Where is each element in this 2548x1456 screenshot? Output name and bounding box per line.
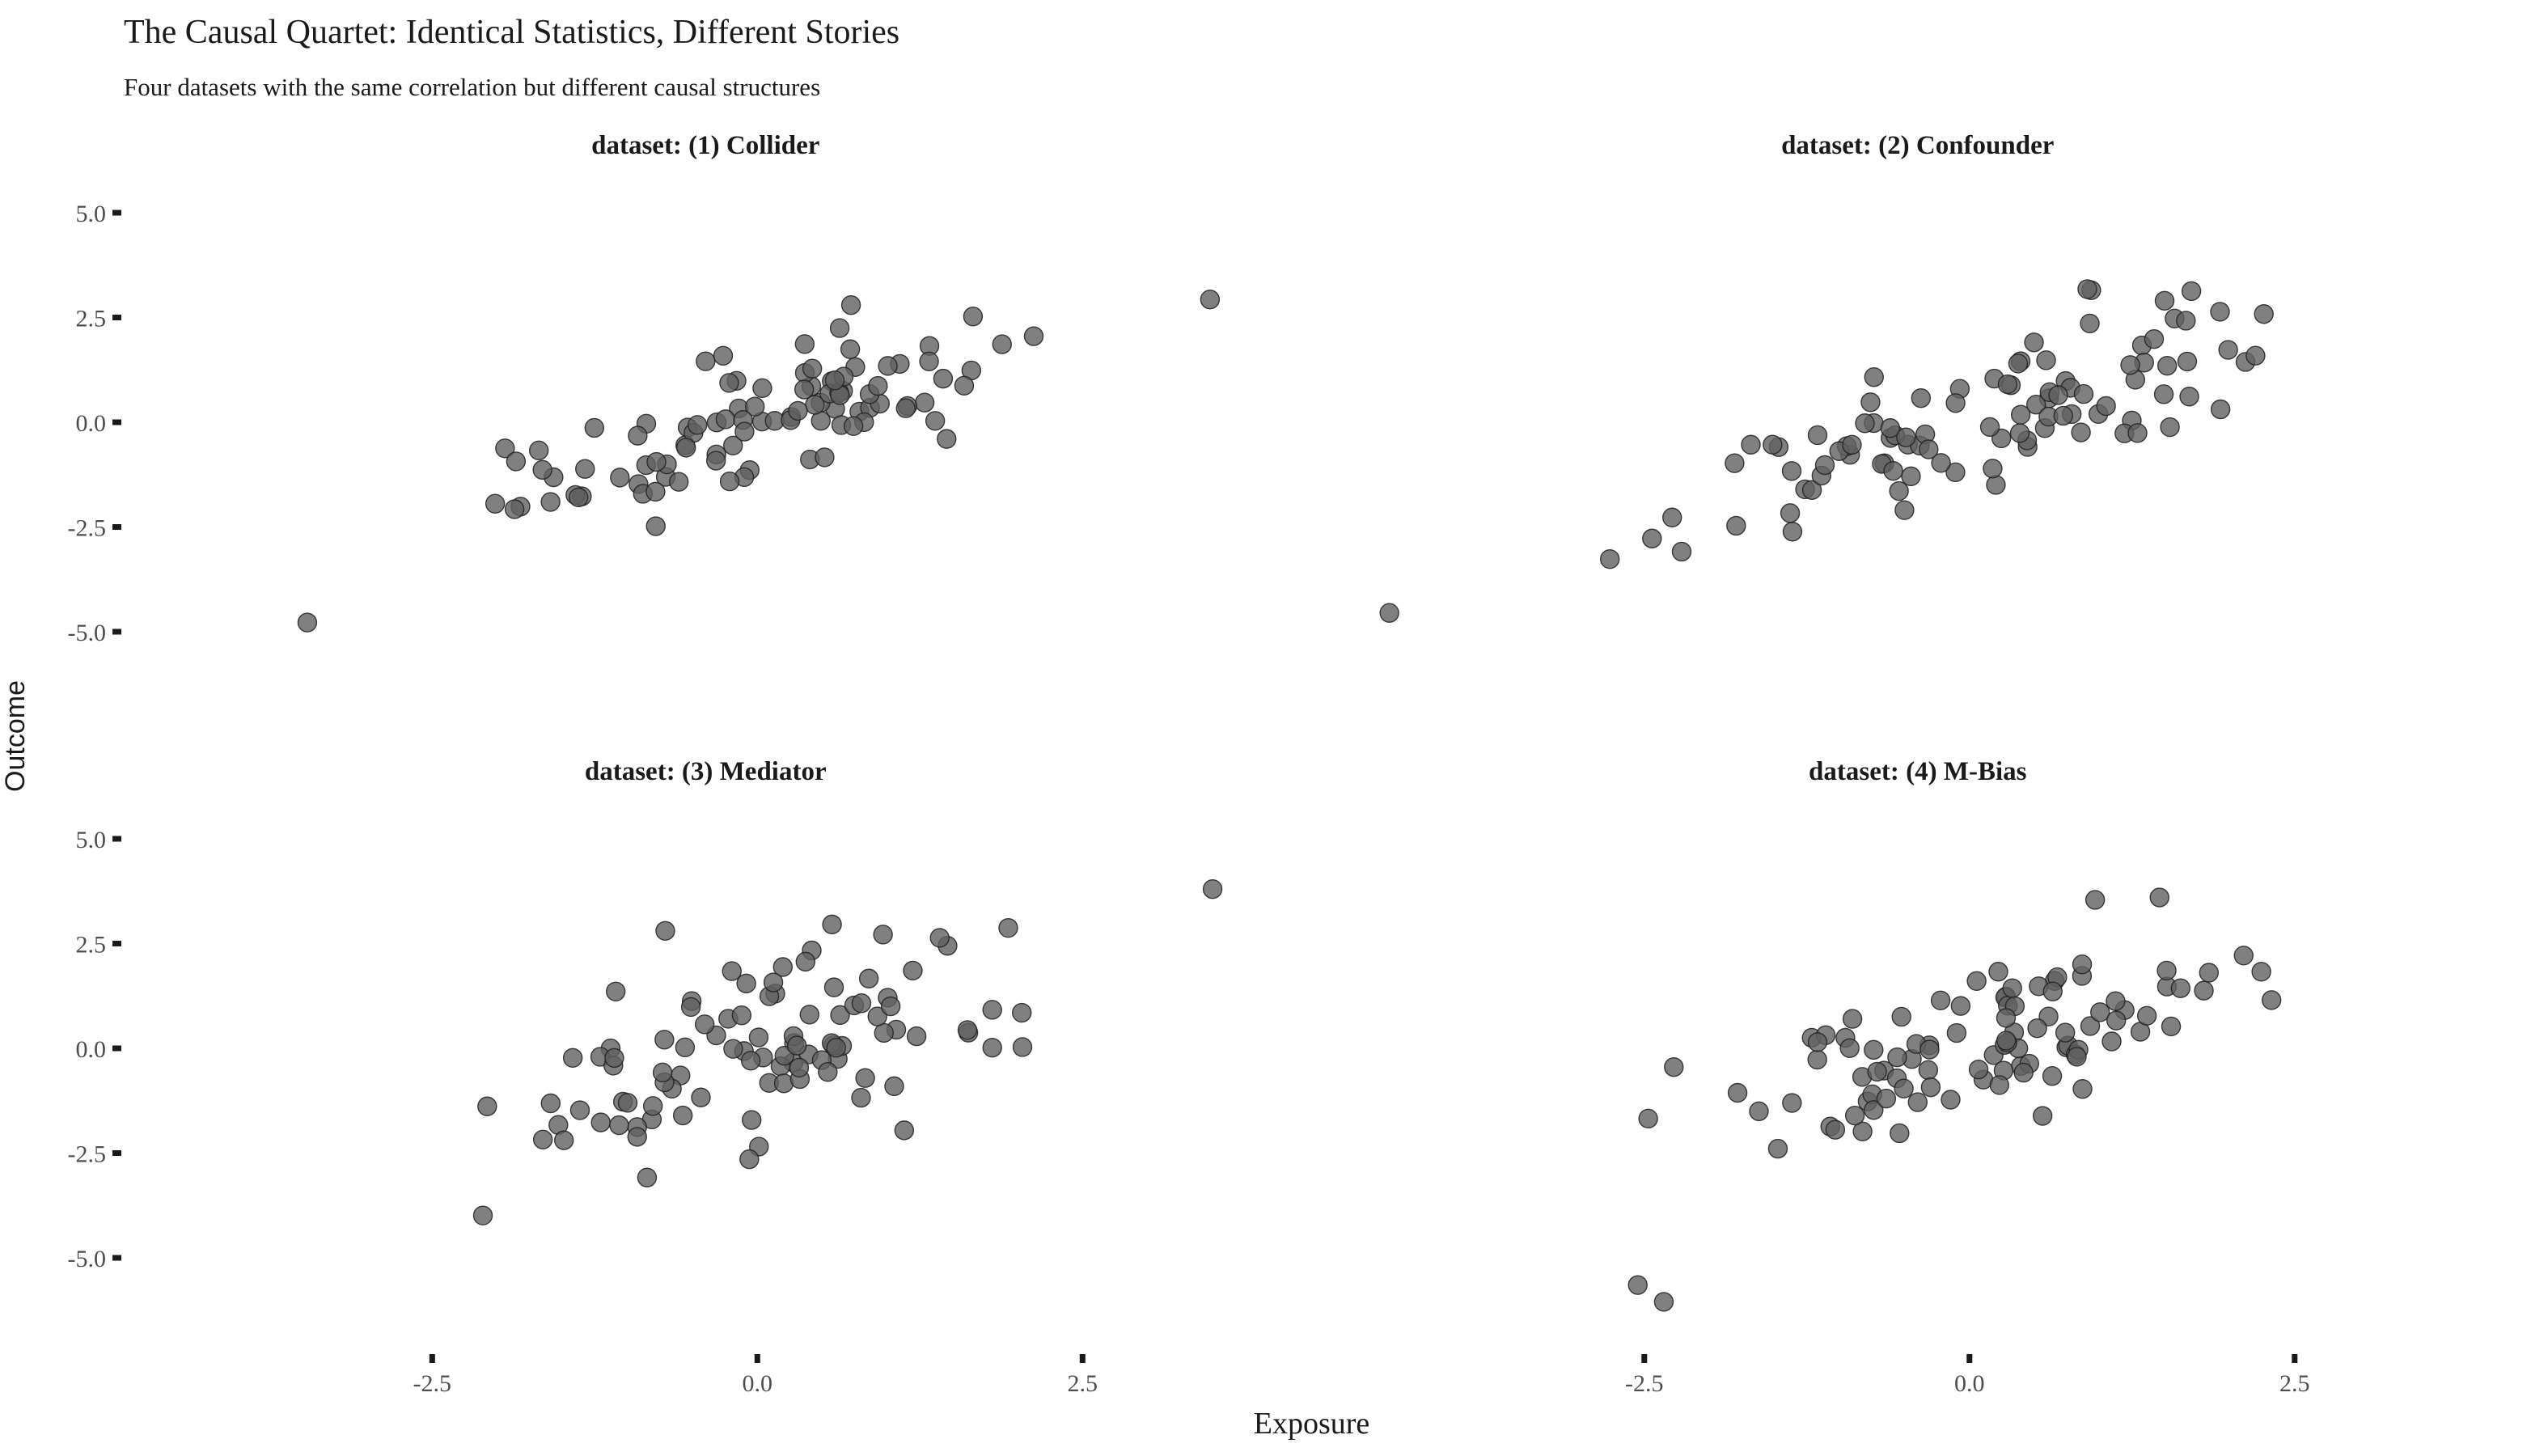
- svg-text:dataset: (2) Confounder: dataset: (2) Confounder: [1781, 131, 2054, 160]
- svg-text:The Causal Quartet: Identical: The Causal Quartet: Identical Statistics…: [124, 14, 899, 51]
- svg-text:Four datasets with the same co: Four datasets with the same correlation …: [124, 73, 820, 101]
- svg-text:-2.5: -2.5: [1625, 1370, 1664, 1397]
- svg-text:-5.0: -5.0: [68, 1246, 107, 1272]
- svg-text:5.0: 5.0: [76, 827, 107, 853]
- svg-text:5.0: 5.0: [76, 201, 107, 227]
- svg-text:2.5: 2.5: [1068, 1370, 1098, 1397]
- svg-text:0.0: 0.0: [76, 410, 107, 437]
- svg-text:Outcome: Outcome: [0, 680, 31, 792]
- svg-text:2.5: 2.5: [76, 932, 107, 959]
- svg-text:dataset: (1) Collider: dataset: (1) Collider: [591, 131, 819, 160]
- svg-text:0.0: 0.0: [1954, 1370, 1985, 1397]
- svg-text:dataset: (4) M-Bias: dataset: (4) M-Bias: [1809, 757, 2027, 786]
- svg-text:2.5: 2.5: [76, 306, 107, 332]
- svg-text:dataset: (3) Mediator: dataset: (3) Mediator: [585, 757, 827, 786]
- svg-text:-2.5: -2.5: [68, 515, 107, 542]
- svg-text:-5.0: -5.0: [68, 620, 107, 646]
- svg-text:-2.5: -2.5: [68, 1141, 107, 1168]
- svg-text:2.5: 2.5: [2279, 1370, 2310, 1397]
- svg-text:0.0: 0.0: [76, 1036, 107, 1063]
- svg-text:-2.5: -2.5: [413, 1370, 452, 1397]
- svg-text:Exposure: Exposure: [1254, 1407, 1370, 1441]
- svg-text:0.0: 0.0: [743, 1370, 773, 1397]
